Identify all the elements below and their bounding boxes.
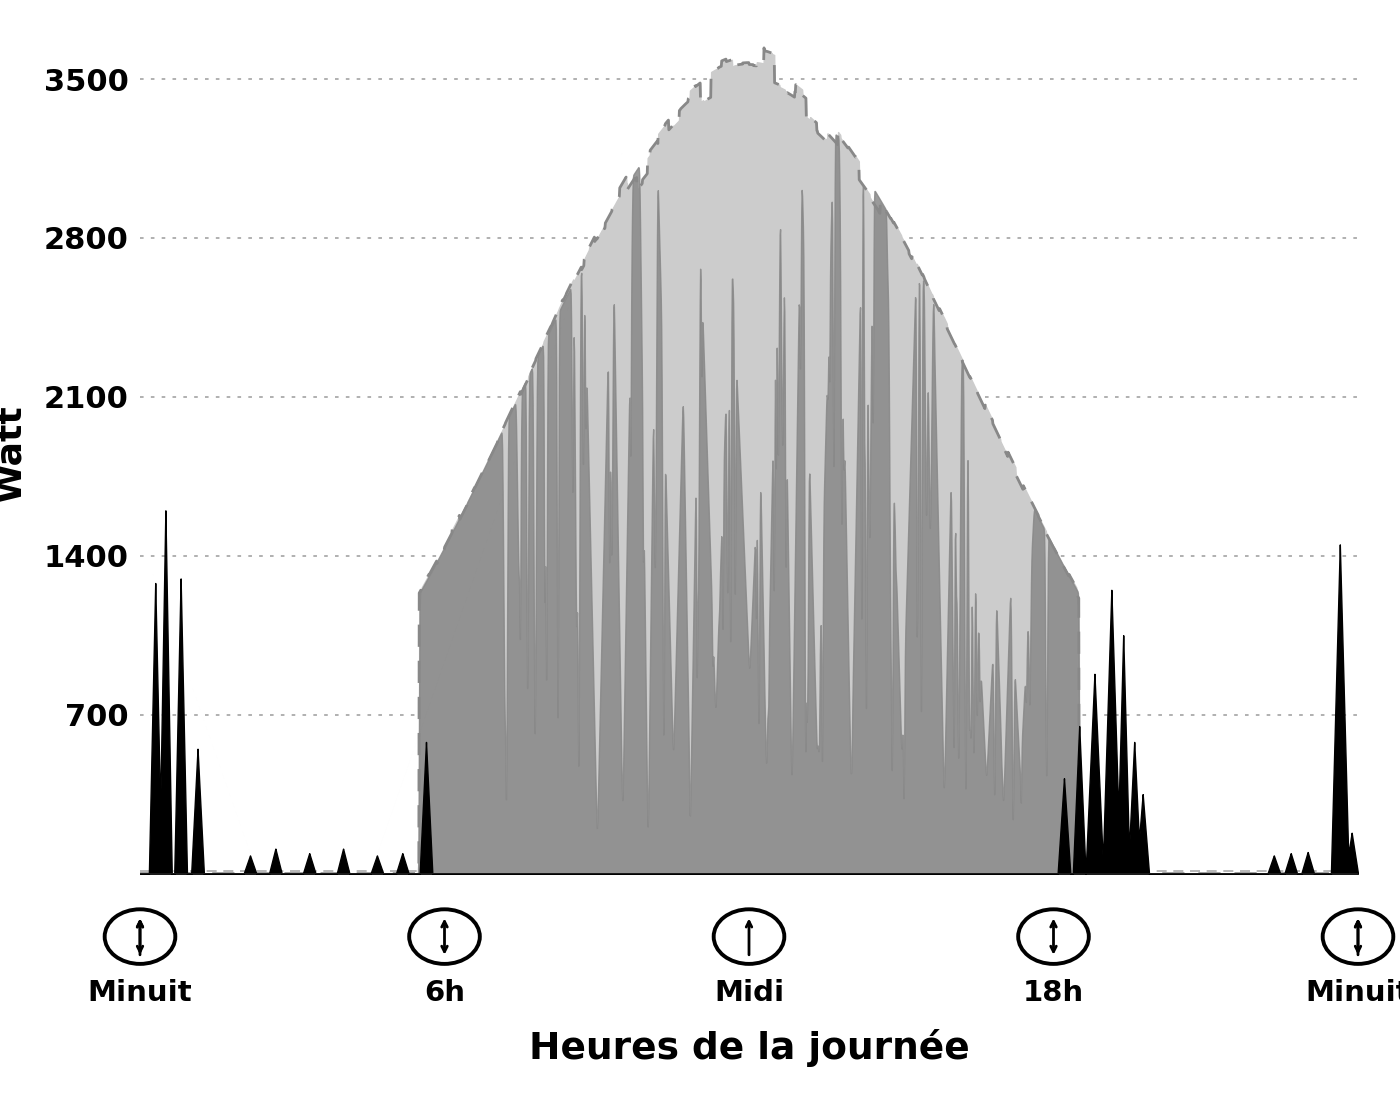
Y-axis label: Watt: Watt [0,404,27,503]
Text: Minuit: Minuit [88,979,192,1007]
Ellipse shape [1323,909,1393,964]
Text: Minuit: Minuit [1306,979,1400,1007]
Ellipse shape [105,909,175,964]
Ellipse shape [714,909,784,964]
Text: 6h: 6h [424,979,465,1007]
Ellipse shape [409,909,480,964]
Text: 18h: 18h [1023,979,1084,1007]
Text: Midi: Midi [714,979,784,1007]
Text: Heures de la journée: Heures de la journée [529,1029,969,1067]
Ellipse shape [1018,909,1089,964]
